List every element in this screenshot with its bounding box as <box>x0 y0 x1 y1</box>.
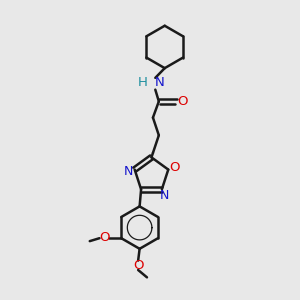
Text: O: O <box>99 231 110 244</box>
Text: N: N <box>160 189 169 202</box>
Text: H: H <box>138 76 148 89</box>
Text: O: O <box>169 161 180 174</box>
Text: O: O <box>178 95 188 108</box>
Text: N: N <box>124 164 133 178</box>
Text: N: N <box>154 76 164 89</box>
Text: O: O <box>134 259 144 272</box>
